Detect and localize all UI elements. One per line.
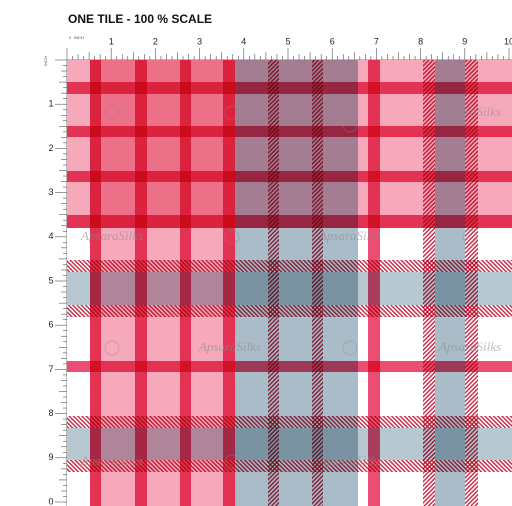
ruler-origin: 0 [69, 35, 72, 40]
watermark-logo [104, 340, 120, 356]
watermark-logo [342, 117, 358, 133]
watermark-logo [342, 340, 358, 356]
ruler-label: 2 [153, 36, 158, 46]
ruler-label: 1 [48, 99, 53, 109]
ruler-unit: INCH [43, 56, 48, 66]
ruler-label: 9 [48, 452, 53, 462]
ruler-label: 4 [48, 231, 53, 241]
watermark-logo [224, 454, 240, 470]
ruler-label: 7 [374, 36, 379, 46]
ruler-label: 10 [504, 36, 512, 46]
watermark-logo [462, 454, 478, 470]
ruler-label: 8 [48, 408, 53, 418]
watermark: ApsaraSilks [438, 339, 501, 354]
ruler-label: 7 [48, 364, 53, 374]
watermark: ApsaraSilks [198, 339, 261, 354]
ruler-unit: INCH [74, 35, 84, 40]
ruler-label: 5 [285, 36, 290, 46]
ruler-label: 3 [48, 187, 53, 197]
watermark-logo [462, 229, 478, 245]
ruler-label: 5 [48, 275, 53, 285]
left-ruler [42, 60, 67, 506]
watermark-logo [224, 105, 240, 121]
plaid: ApsaraSilks ApsaraSilks ApsaraSilks ApsaraS… [67, 60, 512, 506]
watermark: ApsaraSilks [318, 228, 381, 243]
watermark-logo [104, 105, 120, 121]
ruler-label: 2 [48, 143, 53, 153]
ruler-label: 6 [48, 320, 53, 330]
watermark: ApsaraSilks [438, 104, 501, 119]
watermark: ApsaraSilks [318, 453, 381, 468]
ruler-label: 8 [418, 36, 423, 46]
ruler-label: 1 [109, 36, 114, 46]
watermark: ApsaraSilks [80, 228, 143, 243]
watermark-logo [224, 229, 240, 245]
ruler-label: 9 [462, 36, 467, 46]
top-ruler [0, 34, 512, 60]
ruler-label: 3 [197, 36, 202, 46]
title: ONE TILE - 100 % SCALE [68, 12, 212, 26]
ruler-label: 6 [330, 36, 335, 46]
ruler-label: 0 [48, 496, 53, 506]
ruler-label: 4 [241, 36, 246, 46]
watermark: ApsaraSilks [80, 453, 143, 468]
